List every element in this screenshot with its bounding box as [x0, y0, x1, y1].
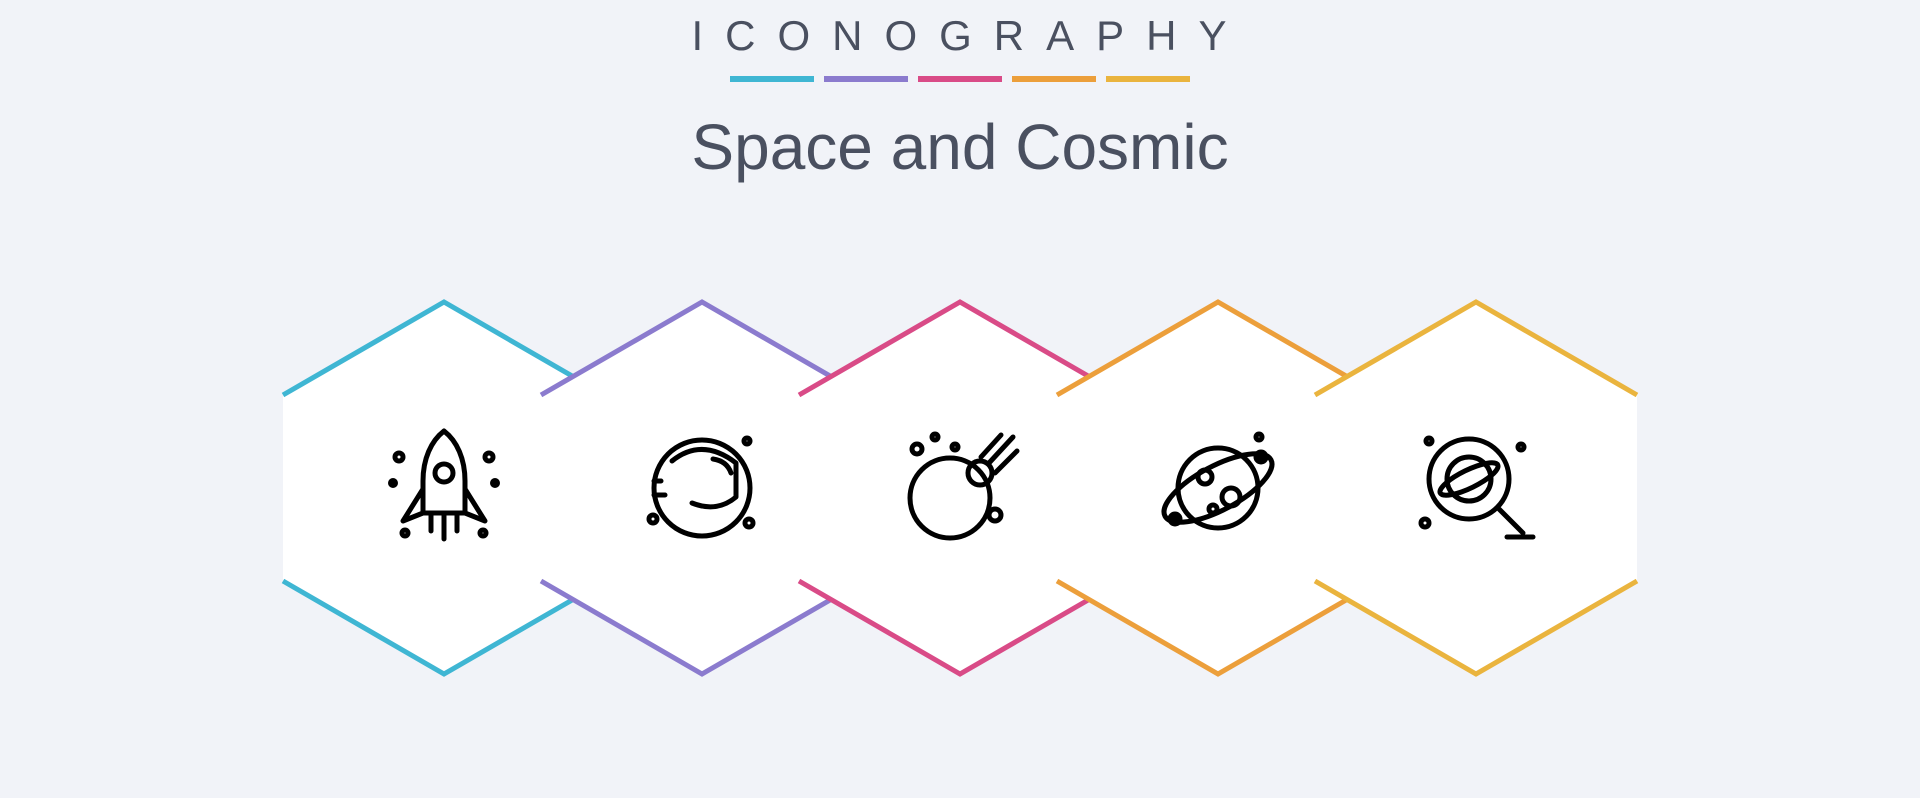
- underline-5: [1106, 76, 1190, 82]
- search-planet-icon: [1411, 423, 1541, 553]
- hex-row: [315, 298, 1605, 678]
- planet-orbit-icon: [1153, 423, 1283, 553]
- rocket-icon: [379, 423, 509, 553]
- subtitle-text: Space and Cosmic: [671, 110, 1248, 184]
- astronaut-icon: [637, 423, 767, 553]
- underline-3: [918, 76, 1002, 82]
- underline-row: [671, 76, 1248, 82]
- header: ICONOGRAPHY Space and Cosmic: [671, 12, 1248, 184]
- comet-icon: [895, 423, 1025, 553]
- underline-4: [1012, 76, 1096, 82]
- kicker-text: ICONOGRAPHY: [691, 12, 1248, 60]
- underline-2: [824, 76, 908, 82]
- underline-1: [730, 76, 814, 82]
- hex-search: [1311, 298, 1641, 678]
